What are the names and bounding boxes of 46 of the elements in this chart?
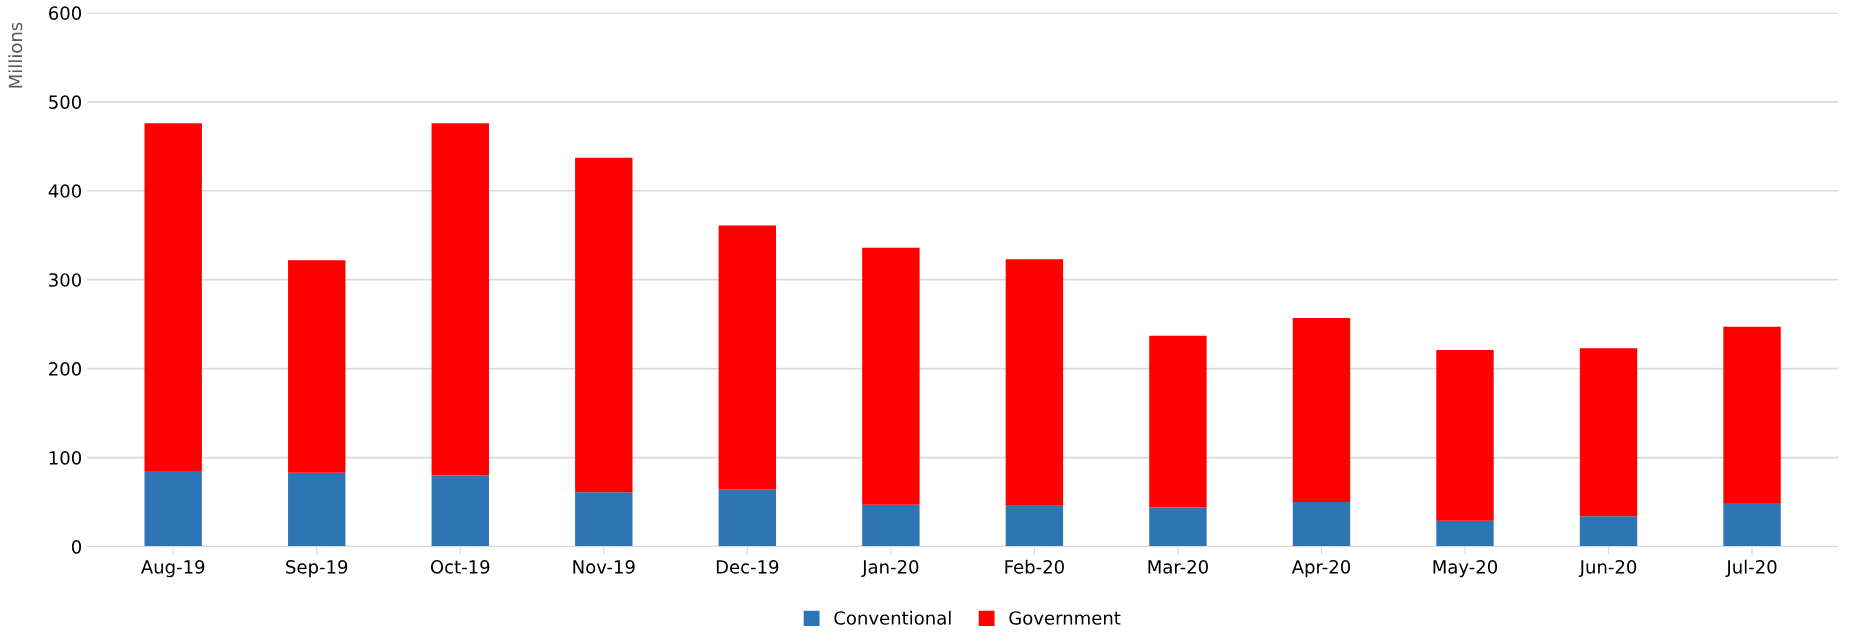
x-tick-label: Jul-20 (1725, 559, 1777, 578)
y-tick-label: 400 (48, 184, 82, 198)
x-tick-label: Feb-20 (1005, 559, 1064, 574)
y-tick-label: 600 (49, 6, 82, 20)
bar (575, 157, 633, 493)
bar (1149, 335, 1207, 508)
x-tick-label: Sep-19 (286, 560, 348, 578)
bar (1005, 505, 1064, 547)
bar (1436, 520, 1494, 547)
bar (1292, 317, 1351, 503)
bar (1723, 502, 1781, 547)
bar (862, 247, 920, 505)
x-tick-label: Mar-20 (1148, 560, 1208, 574)
y-tick-label: 200 (49, 362, 82, 376)
y-tick-label: 0 (71, 540, 82, 554)
bar (144, 470, 202, 547)
bar (1436, 349, 1494, 521)
x-tick-label: May-20 (1433, 560, 1498, 578)
bar (1579, 516, 1638, 547)
bar (1292, 502, 1351, 547)
bar (1579, 348, 1638, 517)
bar (288, 260, 346, 473)
y-tick-label: 300 (49, 273, 82, 287)
bar (718, 489, 777, 547)
x-tick-label: Aug-19 (140, 560, 205, 578)
bar (1149, 507, 1207, 547)
bar (288, 472, 346, 547)
x-tick-label: Oct-19 (430, 560, 490, 574)
x-tick-label: Jan-20 (861, 560, 919, 578)
bar (862, 504, 920, 547)
y-tick-label: 500 (49, 95, 82, 109)
x-tick-label: Jun-20 (1578, 560, 1637, 578)
x-tick-label: Dec-19 (716, 560, 779, 574)
x-tick-label: Apr-20 (1291, 560, 1351, 578)
legend-label: Government (1009, 611, 1121, 625)
bar (575, 492, 633, 547)
bar (1005, 259, 1064, 506)
x-tick-label: Nov-19 (573, 560, 635, 574)
y-tick-label: 100 (49, 451, 82, 465)
bar (1723, 326, 1781, 503)
bar (718, 225, 777, 490)
bar (431, 475, 489, 547)
bar (431, 123, 489, 476)
y-axis-title: Millions (8, 22, 23, 88)
legend-label: Conventional (834, 610, 951, 625)
bar (144, 123, 202, 471)
